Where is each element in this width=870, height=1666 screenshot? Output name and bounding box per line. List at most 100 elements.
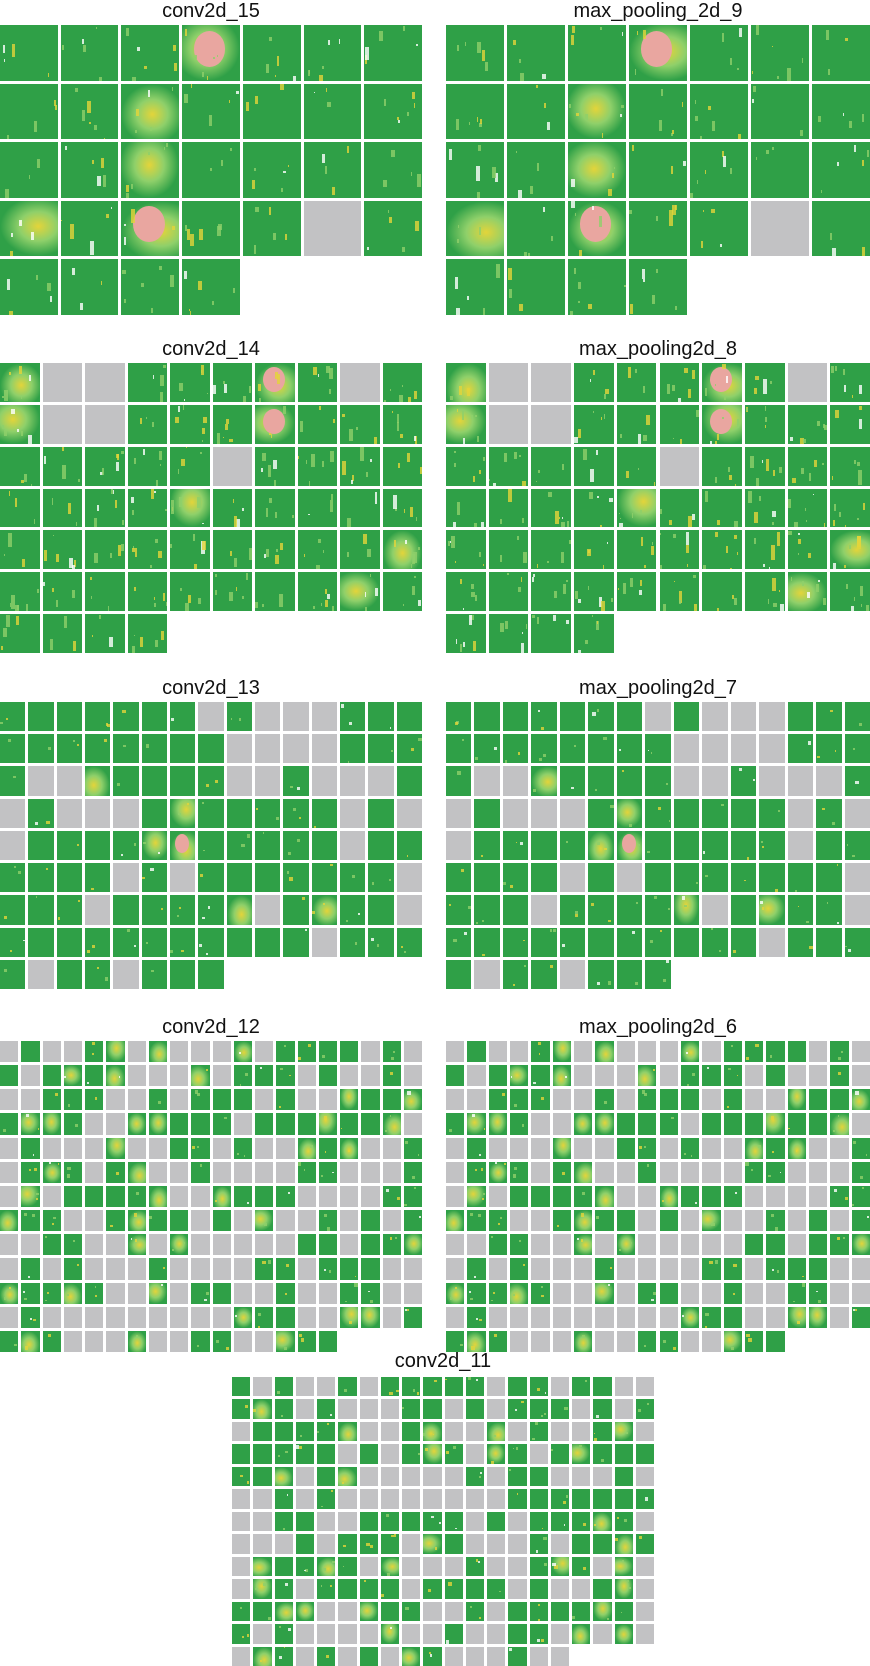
feature-map-cell bbox=[255, 1185, 274, 1208]
feature-map-cell bbox=[446, 1089, 465, 1111]
feature-map-cell bbox=[63, 1234, 82, 1256]
feature-map-cell bbox=[552, 1065, 572, 1087]
feature-map-cell bbox=[595, 1113, 614, 1135]
feature-map-cell bbox=[396, 798, 422, 828]
feature-map-cell bbox=[232, 1624, 251, 1644]
feature-map-cell bbox=[127, 1161, 146, 1183]
feature-map-cell bbox=[816, 702, 842, 732]
feature-map-cell bbox=[531, 1089, 550, 1111]
feature-map-cell bbox=[182, 25, 240, 81]
feature-map-cell bbox=[361, 1258, 380, 1280]
feature-map-cell bbox=[614, 1466, 633, 1487]
feature-map-cell bbox=[402, 1556, 421, 1577]
feature-map-cell bbox=[488, 572, 529, 612]
feature-map-cell bbox=[588, 863, 614, 893]
feature-map-cell bbox=[474, 702, 500, 732]
feature-map-cell bbox=[559, 895, 586, 925]
feature-map-cell bbox=[673, 734, 700, 764]
feature-map-cell bbox=[85, 734, 111, 764]
feature-map-cell bbox=[508, 1624, 527, 1644]
feature-map-cell bbox=[550, 1511, 569, 1532]
feature-map-cell bbox=[232, 1556, 251, 1577]
feature-map-cell bbox=[113, 895, 139, 925]
feature-map-cell bbox=[766, 1306, 785, 1328]
feature-map-cell bbox=[830, 1282, 849, 1304]
feature-map-cell bbox=[338, 1534, 357, 1554]
feature-map-cell bbox=[529, 1421, 548, 1442]
feature-map-cell bbox=[844, 734, 870, 764]
feature-map-cell bbox=[253, 1534, 272, 1554]
feature-map-cell bbox=[574, 1113, 593, 1135]
feature-map-cell bbox=[121, 25, 180, 81]
feature-map-cell bbox=[659, 1161, 678, 1183]
feature-map-cell bbox=[85, 1258, 104, 1280]
feature-map-cell bbox=[616, 798, 643, 828]
feature-map-cell bbox=[56, 734, 82, 764]
feature-map-cell bbox=[42, 1185, 61, 1208]
feature-map-cell bbox=[396, 927, 422, 957]
feature-map-cell bbox=[340, 766, 366, 796]
feature-map-cell bbox=[766, 1210, 785, 1232]
feature-map-cell bbox=[21, 1258, 40, 1280]
feature-map-cell bbox=[0, 1330, 19, 1352]
feature-map-cell bbox=[446, 1185, 465, 1208]
feature-map-cell bbox=[0, 1065, 19, 1087]
feature-map-cell bbox=[552, 1089, 572, 1111]
feature-map-cell bbox=[446, 142, 504, 198]
feature-map-cell bbox=[730, 702, 757, 732]
feature-map-cell bbox=[276, 1282, 295, 1304]
feature-map-cell bbox=[0, 766, 26, 796]
feature-map-cell bbox=[787, 863, 814, 893]
feature-map-cell bbox=[616, 1258, 636, 1280]
feature-map-cell bbox=[382, 1306, 401, 1328]
feature-map-cell bbox=[0, 363, 40, 402]
feature-map-cell bbox=[191, 1137, 210, 1159]
feature-map-cell bbox=[396, 830, 422, 861]
feature-map-cell bbox=[446, 200, 504, 257]
feature-map-cell bbox=[787, 1137, 806, 1159]
feature-map-cell bbox=[638, 1089, 657, 1111]
feature-map-cell bbox=[255, 830, 281, 861]
feature-map-grid bbox=[446, 1041, 870, 1352]
feature-map-cell bbox=[574, 614, 614, 653]
feature-map-cell bbox=[702, 798, 728, 828]
feature-map-cell bbox=[127, 404, 167, 444]
feature-map-cell bbox=[56, 830, 82, 861]
panel-title: max_pooling2d_8 bbox=[579, 338, 737, 360]
feature-map-cell bbox=[444, 1377, 463, 1397]
feature-map-cell bbox=[317, 1646, 336, 1666]
feature-map-cell bbox=[531, 404, 572, 444]
feature-map-cell bbox=[106, 1113, 125, 1135]
feature-map-cell bbox=[507, 200, 565, 257]
feature-map-cell bbox=[787, 404, 828, 444]
feature-map-cell bbox=[851, 1258, 870, 1280]
feature-map-cell bbox=[759, 798, 785, 828]
feature-map-cell bbox=[529, 1601, 548, 1622]
feature-map-cell bbox=[593, 1444, 612, 1464]
feature-map-cell bbox=[593, 1466, 612, 1487]
feature-map-cell bbox=[382, 1041, 401, 1063]
feature-map-cell bbox=[318, 1234, 337, 1256]
feature-map-cell bbox=[680, 1113, 700, 1135]
feature-map-cell bbox=[572, 1421, 591, 1442]
feature-map-cell bbox=[340, 572, 380, 612]
feature-map-cell bbox=[0, 798, 26, 828]
feature-map-cell bbox=[744, 1113, 764, 1135]
feature-map-cell bbox=[212, 1137, 231, 1159]
feature-map-cell bbox=[550, 1421, 569, 1442]
feature-map-cell bbox=[127, 363, 167, 402]
feature-map-cell bbox=[531, 363, 572, 402]
feature-map-cell bbox=[616, 766, 643, 796]
feature-map-cell bbox=[488, 1330, 508, 1352]
feature-map-cell bbox=[113, 766, 139, 796]
feature-map-cell bbox=[787, 1113, 806, 1135]
feature-map-cell bbox=[340, 863, 366, 893]
feature-map-cell bbox=[702, 1185, 721, 1208]
feature-map-cell bbox=[276, 1330, 295, 1352]
feature-map-cell bbox=[529, 1466, 548, 1487]
feature-map-cell bbox=[702, 1041, 721, 1063]
feature-map-cell bbox=[106, 1234, 125, 1256]
feature-map-cell bbox=[403, 1041, 422, 1063]
feature-map-cell bbox=[127, 1258, 146, 1280]
feature-map-cell bbox=[255, 863, 281, 893]
